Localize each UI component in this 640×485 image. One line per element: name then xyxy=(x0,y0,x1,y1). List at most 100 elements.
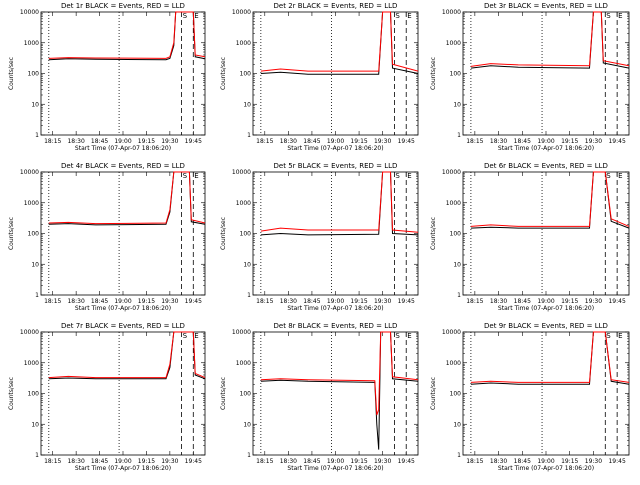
x-tick-label: 19:30 xyxy=(374,138,391,145)
y-axis-label: Counts/sec xyxy=(8,377,15,410)
y-axis-label: Counts/sec xyxy=(8,57,15,90)
y-tick-label: 1 xyxy=(247,132,251,139)
x-tick-label: 18:45 xyxy=(303,138,320,145)
series-line-lld xyxy=(48,331,206,379)
x-tick-label: 19:30 xyxy=(161,298,178,305)
x-tick-label: 18:30 xyxy=(280,458,297,465)
chart-panel-det7: Det 7r BLACK = Events, RED = LLD 18:15 18:… xyxy=(8,322,206,472)
y-tick-label: 100 xyxy=(450,231,462,238)
y-tick-label: 100 xyxy=(240,231,252,238)
y-tick-label: 100 xyxy=(240,71,252,78)
x-tick-label: 19:15 xyxy=(350,458,367,465)
event-marker-label: E xyxy=(407,172,411,180)
y-tick-label: 10 xyxy=(31,421,39,428)
x-tick-label: 19:45 xyxy=(398,138,415,145)
y-tick-label: 1 xyxy=(457,292,461,299)
chart-panel-det8: Det 8r BLACK = Events, RED = LLD 18:15 18:… xyxy=(220,322,419,472)
x-tick-label: 18:15 xyxy=(466,298,483,305)
series-line-lld xyxy=(260,331,419,416)
x-tick-label: 19:30 xyxy=(374,298,391,305)
x-axis-label: Start Time (07-Apr-07 18:06:20) xyxy=(498,305,594,312)
y-tick-label: 10 xyxy=(31,101,39,108)
x-tick-label: 19:45 xyxy=(398,458,415,465)
x-tick-label: 19:00 xyxy=(114,298,131,305)
chart-title: Det 8r BLACK = Events, RED = LLD xyxy=(274,322,398,330)
x-tick-label: 18:15 xyxy=(466,138,483,145)
x-tick-label: 18:15 xyxy=(256,458,273,465)
y-tick-label: 1000 xyxy=(236,40,251,47)
x-axis-label: Start Time (07-Apr-07 18:06:20) xyxy=(75,145,171,152)
y-tick-label: 10 xyxy=(31,261,39,268)
y-tick-label: 1000 xyxy=(24,360,39,367)
event-marker-label: E xyxy=(618,12,622,20)
chart-panel-det3: Det 3r BLACK = Events, RED = LLD 18:15 18:… xyxy=(430,2,630,152)
x-axis-label: Start Time (07-Apr-07 18:06:20) xyxy=(287,145,383,152)
x-tick-label: 18:45 xyxy=(303,458,320,465)
x-axis-label: Start Time (07-Apr-07 18:06:20) xyxy=(287,305,383,312)
x-axis-label: Start Time (07-Apr-07 18:06:20) xyxy=(498,465,594,472)
x-tick-label: 19:00 xyxy=(537,138,554,145)
x-tick-label: 18:15 xyxy=(256,138,273,145)
x-tick-label: 18:30 xyxy=(67,298,84,305)
series-line-lld xyxy=(260,171,419,233)
chart-title: Det 4r BLACK = Events, RED = LLD xyxy=(61,162,185,170)
chart-title: Det 9r BLACK = Events, RED = LLD xyxy=(484,322,608,330)
x-tick-label: 19:00 xyxy=(327,138,344,145)
series-line-lld xyxy=(48,11,206,59)
x-tick-label: 19:45 xyxy=(608,298,625,305)
x-tick-label: 19:15 xyxy=(350,138,367,145)
plot-frame xyxy=(40,11,206,136)
x-tick-label: 19:15 xyxy=(138,298,155,305)
x-tick-label: 18:30 xyxy=(490,458,507,465)
x-tick-label: 18:15 xyxy=(256,298,273,305)
y-tick-label: 1000 xyxy=(446,360,461,367)
chart-title: Det 6r BLACK = Events, RED = LLD xyxy=(484,162,608,170)
chart-panel-det1: Det 1r BLACK = Events, RED = LLD 18:15 18:… xyxy=(8,2,206,152)
y-axis-label: Counts/sec xyxy=(8,217,15,250)
series-line-lld xyxy=(470,331,630,383)
chart-panel-det4: Det 4r BLACK = Events, RED = LLD 18:15 18:… xyxy=(8,162,206,312)
event-marker-label: E xyxy=(194,12,198,20)
x-tick-label: 18:30 xyxy=(280,298,297,305)
y-tick-label: 10000 xyxy=(442,169,461,176)
chart-title: Det 1r BLACK = Events, RED = LLD xyxy=(61,2,185,10)
y-tick-label: 1 xyxy=(247,292,251,299)
x-axis-label: Start Time (07-Apr-07 18:06:20) xyxy=(498,145,594,152)
y-tick-label: 1000 xyxy=(446,40,461,47)
y-tick-label: 1000 xyxy=(236,200,251,207)
y-tick-label: 100 xyxy=(450,391,462,398)
x-tick-label: 18:15 xyxy=(44,458,61,465)
y-tick-label: 10000 xyxy=(20,9,39,16)
y-axis-label: Counts/sec xyxy=(430,57,437,90)
x-tick-label: 19:30 xyxy=(161,458,178,465)
x-tick-label: 19:30 xyxy=(585,298,602,305)
y-tick-label: 10000 xyxy=(232,9,251,16)
x-tick-label: 19:15 xyxy=(561,138,578,145)
y-tick-label: 10 xyxy=(453,261,461,268)
x-tick-label: 18:45 xyxy=(514,458,531,465)
series-line-lld xyxy=(260,11,419,72)
y-tick-label: 1000 xyxy=(24,40,39,47)
plot-frame xyxy=(252,11,419,136)
x-tick-label: 18:45 xyxy=(91,138,108,145)
x-axis-label: Start Time (07-Apr-07 18:06:20) xyxy=(287,465,383,472)
event-marker-label: E xyxy=(407,332,411,340)
plot-frame xyxy=(40,331,206,456)
x-tick-label: 19:30 xyxy=(374,458,391,465)
plot-frame xyxy=(462,331,630,456)
y-tick-label: 1 xyxy=(35,292,39,299)
y-tick-label: 10000 xyxy=(20,329,39,336)
chart-title: Det 5r BLACK = Events, RED = LLD xyxy=(274,162,398,170)
event-marker-label: E xyxy=(194,172,198,180)
plot-frame xyxy=(462,171,630,296)
y-axis-label: Counts/sec xyxy=(220,217,227,250)
x-tick-label: 18:30 xyxy=(490,298,507,305)
x-tick-label: 19:45 xyxy=(185,458,202,465)
x-tick-label: 19:45 xyxy=(398,298,415,305)
event-marker-label: S xyxy=(395,12,400,20)
x-tick-label: 18:15 xyxy=(44,298,61,305)
y-tick-label: 10 xyxy=(243,261,251,268)
y-tick-label: 10 xyxy=(243,421,251,428)
event-marker-label: E xyxy=(618,172,622,180)
plot-frame xyxy=(40,171,206,296)
